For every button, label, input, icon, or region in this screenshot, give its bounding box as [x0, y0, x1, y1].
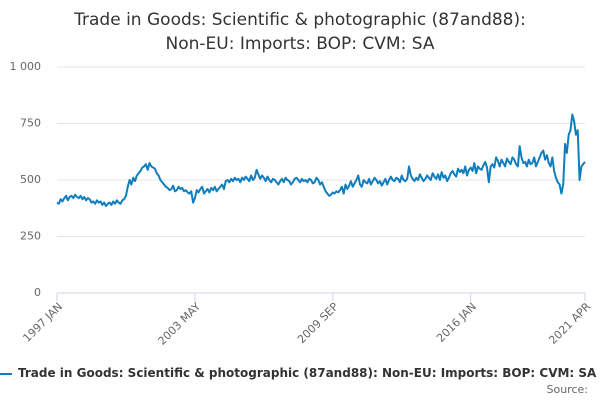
- x-tick-label: 2016 JAN: [434, 300, 479, 345]
- chart-title: Trade in Goods: Scientific & photographi…: [74, 10, 526, 54]
- source: Source:: [546, 383, 589, 396]
- x-tick-label: 2003 MAY: [155, 300, 203, 348]
- series-line: [56, 113, 586, 207]
- y-tick-label: 1 000: [10, 60, 42, 73]
- y-tick-label: 0: [34, 286, 41, 299]
- legend-swatch: [0, 372, 12, 375]
- x-tick-label: 2009 SEP: [295, 300, 341, 346]
- y-tick-label: 500: [20, 173, 41, 186]
- x-tick-label: 2021 APR: [546, 300, 593, 347]
- y-tick-label: 750: [20, 117, 41, 130]
- legend: Trade in Goods: Scientific & photographi…: [0, 366, 600, 380]
- y-tick-label: 250: [20, 230, 41, 243]
- legend-label: Trade in Goods: Scientific & photographi…: [18, 366, 597, 380]
- x-tick-label: 1997 JAN: [20, 300, 65, 345]
